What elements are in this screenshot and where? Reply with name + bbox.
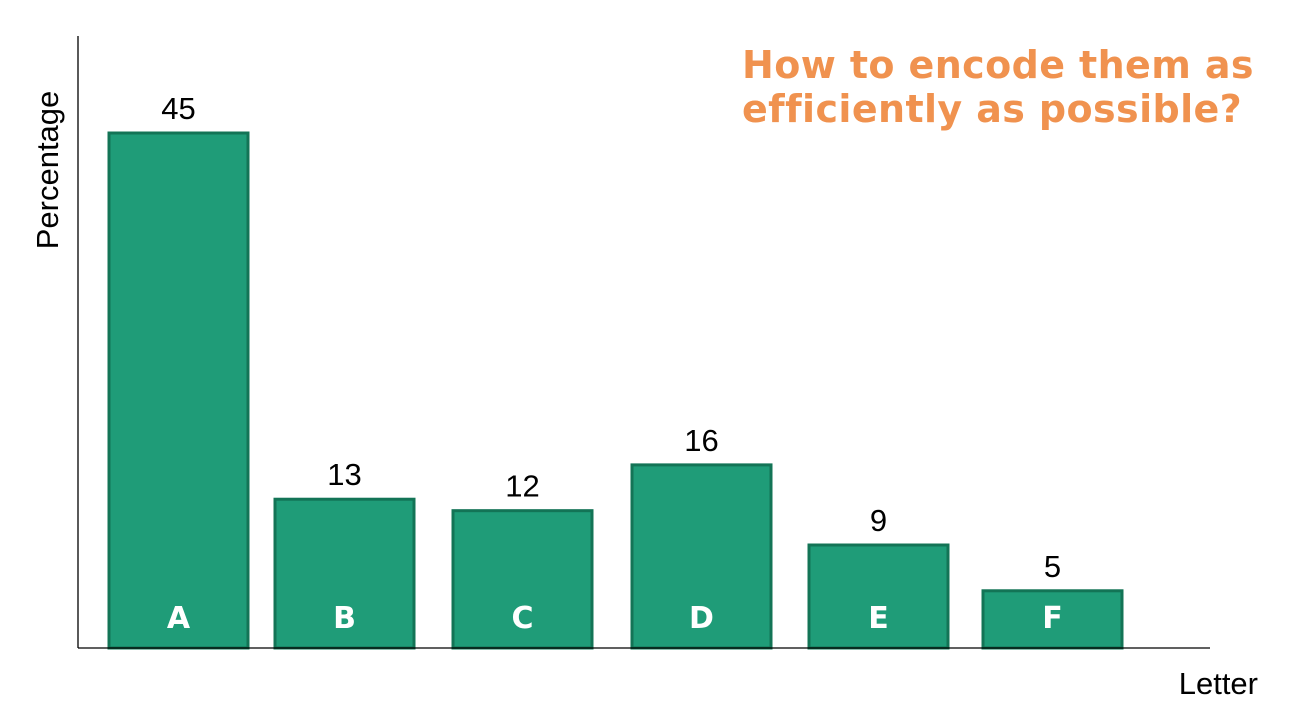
annotation-line-1: How to encode them as bbox=[742, 43, 1254, 87]
bar-a bbox=[107, 131, 250, 650]
value-label-b: 13 bbox=[327, 457, 361, 492]
annotation-line-2: efficiently as possible? bbox=[742, 87, 1243, 131]
value-label-e: 9 bbox=[870, 503, 887, 538]
category-label-a: A bbox=[167, 601, 191, 636]
category-label-b: B bbox=[333, 601, 356, 636]
category-label-d: D bbox=[689, 601, 714, 636]
category-label-c: C bbox=[511, 601, 533, 636]
x-axis-label: Letter bbox=[1178, 666, 1258, 701]
y-axis-label: Percentage bbox=[30, 90, 65, 250]
value-label-group: 45 13 12 16 9 5 bbox=[161, 91, 1061, 584]
category-label-f: F bbox=[1042, 601, 1063, 636]
value-label-c: 12 bbox=[505, 469, 539, 504]
category-label-group: A B C D E F bbox=[167, 601, 1063, 636]
bar-f bbox=[981, 589, 1124, 650]
bar-d bbox=[630, 463, 773, 650]
bar-group bbox=[107, 131, 1124, 650]
value-label-d: 16 bbox=[684, 423, 718, 458]
category-label-e: E bbox=[868, 601, 889, 636]
annotation-text: How to encode them as efficiently as pos… bbox=[742, 46, 1282, 134]
bar-c bbox=[451, 509, 594, 650]
bar-b bbox=[273, 497, 416, 650]
value-label-f: 5 bbox=[1044, 549, 1061, 584]
value-label-a: 45 bbox=[161, 91, 195, 126]
